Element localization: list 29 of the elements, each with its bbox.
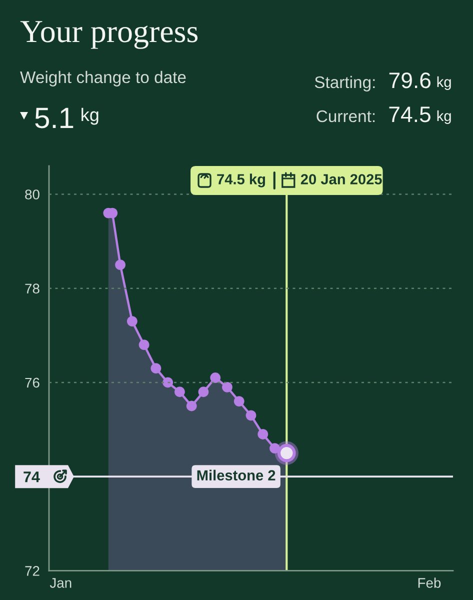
point [246,410,256,421]
point [198,386,209,398]
ref-line-label: Milestone 2 [197,470,276,480]
x-tick-label: Jan [50,578,72,588]
point [258,429,268,440]
point [234,396,244,406]
chart-subtitle: Weight change to date [20,70,186,86]
point [270,443,280,454]
point [222,382,232,392]
chart-title: Your progress [20,21,198,49]
ref-line-label: 20 Jan 2025 [300,174,382,184]
y-tick-label: 74 [24,472,40,482]
annotation: 74.5 kg [217,174,265,188]
y-tick-label: 80 [25,190,40,200]
point [174,386,185,398]
text: Starting: 79.6 kg [314,72,451,92]
text: Current: 74.5 kg [316,106,451,124]
point [126,316,138,326]
point [150,363,162,374]
x-tick-label: Feb [418,578,441,588]
point [138,340,150,350]
y-tick-label: 72 [25,566,40,576]
y-tick-label: 76 [25,378,40,388]
text: 5.1 kg [35,108,98,128]
point [115,260,126,270]
point [186,400,197,412]
point [162,377,174,388]
point [210,372,221,383]
y-tick-label: 78 [25,284,40,294]
